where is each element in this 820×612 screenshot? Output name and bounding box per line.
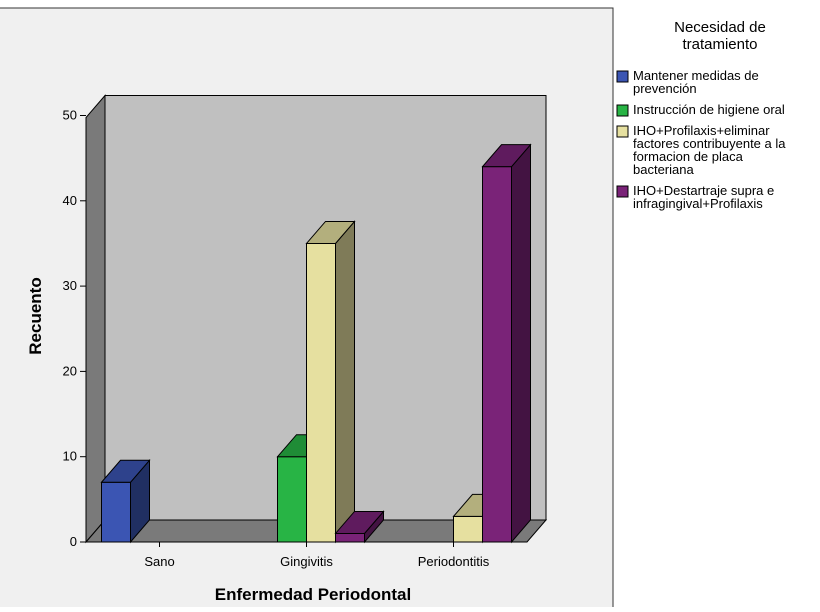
legend-item: Instrucción de higiene oral — [617, 102, 785, 117]
legend-item: IHO+Destartraje supra e infragingival+Pro… — [617, 183, 774, 211]
bar — [483, 145, 531, 542]
y-tick-label: 40 — [63, 193, 77, 208]
y-tick-label: 0 — [70, 534, 77, 549]
x-axis-title: Enfermedad Periodontal — [215, 585, 411, 604]
y-tick-label: 50 — [63, 108, 77, 123]
bar-front — [336, 533, 365, 542]
legend-title: Necesidad de tratamiento — [674, 19, 766, 53]
legend-swatch — [617, 105, 628, 116]
legend-label: Instrucción de higiene oral — [633, 102, 785, 117]
x-tick-label: Sano — [144, 554, 174, 569]
bar-side — [336, 221, 355, 542]
bar-front — [454, 516, 483, 542]
y-tick-label: 10 — [63, 449, 77, 464]
left-wall — [86, 96, 105, 543]
legend-label: IHO+Destartraje supra e infragingival+Pro… — [633, 183, 774, 211]
y-tick-label: 30 — [63, 278, 77, 293]
bar-front — [483, 167, 512, 542]
bar-front — [278, 457, 307, 542]
bar — [307, 221, 355, 542]
legend: Necesidad de tratamiento Mantener medidas … — [617, 19, 786, 211]
y-tick-label: 20 — [63, 363, 77, 378]
bar-front — [102, 482, 131, 542]
legend-label: IHO+Profilaxis+eliminar factores contribu… — [633, 123, 786, 177]
x-tick-label: Gingivitis — [280, 554, 333, 569]
y-axis-title: Recuento — [26, 277, 45, 354]
bar-side — [512, 145, 531, 542]
legend-item: Mantener medidas de prevención — [617, 68, 759, 96]
legend-swatch — [617, 186, 628, 197]
legend-swatch — [617, 126, 628, 137]
legend-swatch — [617, 71, 628, 82]
x-tick-label: Periodontitis — [418, 554, 490, 569]
bar-front — [307, 243, 336, 542]
legend-label: Mantener medidas de prevención — [633, 68, 759, 96]
legend-item: IHO+Profilaxis+eliminar factores contribu… — [617, 123, 786, 177]
